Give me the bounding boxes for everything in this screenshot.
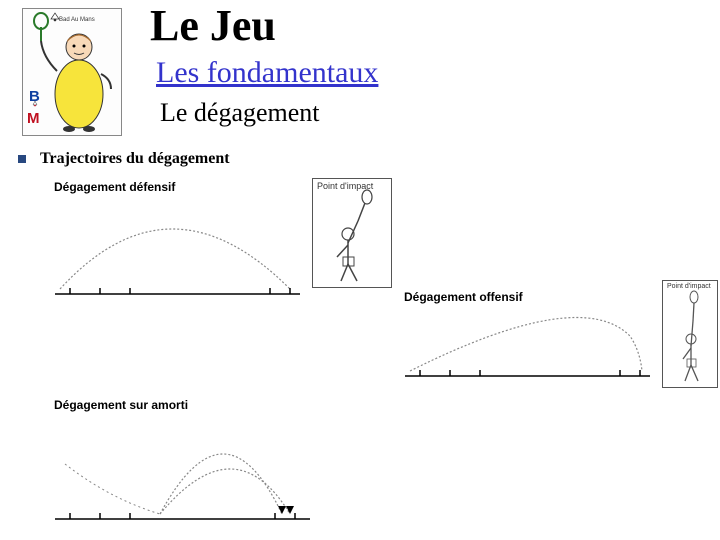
panel-offensif-label: Dégagement offensif <box>404 290 523 304</box>
bullet-icon <box>18 155 26 163</box>
impact-figure-defensif <box>313 179 393 289</box>
panel-offensif: Dégagement offensif <box>400 290 660 390</box>
panel-amorti-label: Dégagement sur amorti <box>54 398 188 412</box>
panel-defensif-label: Dégagement défensif <box>54 180 175 194</box>
logo-letter-m: M <box>27 110 40 127</box>
panel-defensif: Dégagement défensif <box>50 180 310 310</box>
page-subtitle: Les fondamentaux <box>156 56 378 90</box>
impact-box-offensif: Point d'impact <box>662 280 718 388</box>
bullet-item: Trajectoires du dégagement <box>12 150 230 168</box>
bullet-label: Trajectoires du dégagement <box>40 150 230 168</box>
panel-amorti: Dégagement sur amorti <box>50 398 330 538</box>
impact-label-offensif: Point d'impact <box>667 283 711 290</box>
logo-illustration: Bad Au Mans B M <box>23 9 123 137</box>
panel-offensif-chart <box>400 306 660 391</box>
page-title: Le Jeu <box>150 0 276 51</box>
impact-label-defensif: Point d'impact <box>317 181 373 191</box>
section-title: Le dégagement <box>160 98 320 128</box>
logo-small-text: Bad Au Mans <box>59 17 95 23</box>
panel-defensif-chart <box>50 194 310 314</box>
impact-box-defensif: Point d'impact <box>312 178 392 288</box>
logo-box: Bad Au Mans B M <box>22 8 122 136</box>
impact-figure-offensif <box>663 281 719 389</box>
panel-amorti-chart <box>50 414 330 539</box>
